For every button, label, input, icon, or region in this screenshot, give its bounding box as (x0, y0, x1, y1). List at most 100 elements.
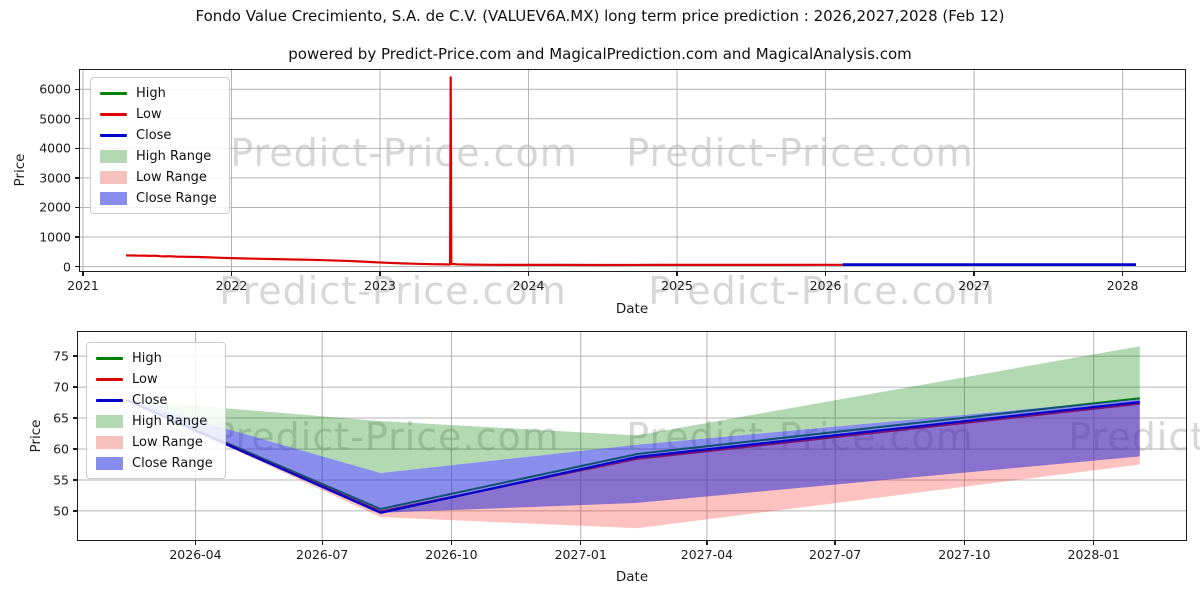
legend-entry-high-range: High Range (100, 148, 217, 164)
x-tick-label: 2027-01 (554, 547, 607, 562)
x-tick-mark (82, 272, 84, 276)
y-tick-mark (74, 118, 79, 120)
x-tick-label: 2023 (364, 278, 396, 293)
y-tick-label: 0 (63, 259, 71, 275)
legend-line-swatch-close-icon (96, 398, 123, 402)
legend-entry-low: Low (96, 371, 213, 387)
legend-patch-swatch-low-range-icon (96, 435, 123, 449)
x-tick-label: 2024 (512, 278, 545, 293)
legend-line-swatch-high-icon (100, 91, 127, 95)
x-tick-label: 2028-01 (1067, 547, 1120, 562)
y-axis-label-bottom: Price (28, 419, 44, 453)
legend-label-close: Close (136, 127, 172, 143)
legend-label-high-range: High Range (132, 413, 208, 429)
legend-entry-low: Low (100, 106, 217, 122)
y-tick-label: 55 (53, 472, 69, 488)
legend-label-high: High (136, 85, 166, 101)
legend-chart-2: High Low Close High Range Low Range Close Ran… (86, 342, 226, 479)
y-tick-mark (74, 265, 79, 268)
x-tick-mark (194, 541, 197, 545)
x-tick-label: 2022 (215, 278, 248, 293)
low-line (125, 76, 843, 267)
legend-chart-1: High Low Close High Range Low Range Close Ran… (90, 77, 230, 214)
legend-label-low: Low (132, 371, 158, 387)
legend-entry-high: High (96, 350, 213, 366)
y-axis-label-top: Price (12, 153, 28, 187)
legend-entry-low-range: Low Range (96, 434, 213, 450)
legend-patch-swatch-high-range-icon (100, 149, 127, 163)
x-tick-label: 2027-10 (938, 547, 991, 562)
x-axis-label-bottom: Date (615, 569, 649, 585)
legend-line-swatch-high-icon (96, 356, 123, 360)
y-tick-mark (72, 510, 77, 512)
y-tick-mark (74, 206, 79, 209)
x-axis-label-top: Date (615, 301, 649, 317)
watermark-text: Predict-Price.com (648, 269, 996, 313)
high-range-band (126, 346, 1140, 474)
y-tick-label: 70 (53, 379, 69, 395)
watermark-text: Predict-Price.com (230, 131, 578, 175)
y-tick-mark (74, 236, 79, 238)
y-tick-label: 6000 (39, 81, 71, 97)
y-tick-mark (72, 417, 77, 419)
x-tick-mark (527, 272, 530, 276)
plot-area-chart-1 (80, 70, 1185, 271)
legend-label-high: High (132, 350, 162, 366)
y-tick-label: 75 (53, 348, 69, 364)
y-tick-mark (74, 88, 79, 90)
legend-label-low: Low (136, 106, 162, 122)
close-line (126, 399, 1140, 514)
legend-patch-swatch-close-range-icon (100, 191, 127, 205)
x-tick-mark (1093, 541, 1095, 545)
x-tick-label: 2027 (958, 278, 990, 293)
legend-patch-swatch-close-range-icon (96, 456, 123, 470)
y-tick-mark (72, 448, 77, 450)
y-tick-label: 60 (53, 441, 69, 457)
x-tick-mark (230, 272, 233, 276)
legend-label-low-range: Low Range (136, 169, 207, 185)
legend-line-swatch-low-icon (100, 112, 127, 116)
y-tick-label: 4000 (39, 140, 71, 156)
legend-label-high-range: High Range (136, 148, 212, 164)
watermark-text: Predict-Price.com (626, 131, 974, 175)
y-tick-label: 5000 (39, 111, 71, 127)
legend-entry-close-range: Close Range (100, 190, 217, 206)
legend-label-close-range: Close Range (136, 190, 217, 206)
x-tick-label: 2025 (661, 278, 693, 293)
x-tick-label: 2021 (67, 278, 99, 293)
close-range-band (126, 398, 1140, 513)
legend-patch-swatch-low-range-icon (100, 170, 127, 184)
x-tick-mark (706, 541, 708, 545)
plot-area-chart-2 (78, 332, 1186, 540)
x-tick-mark (450, 541, 453, 545)
x-tick-mark (676, 272, 678, 276)
y-tick-label: 3000 (39, 170, 71, 186)
x-tick-mark (379, 272, 381, 276)
y-tick-mark (72, 355, 77, 357)
x-tick-mark (321, 541, 323, 545)
y-tick-mark (74, 177, 79, 179)
x-tick-mark (824, 272, 827, 276)
x-tick-label: 2026-10 (425, 547, 478, 562)
legend-line-swatch-low-icon (96, 377, 123, 381)
legend-entry-high-range: High Range (96, 413, 213, 429)
legend-entry-close: Close (96, 392, 213, 408)
page-title: Fondo Value Crecimiento, S.A. de C.V. (V… (195, 7, 1005, 25)
x-tick-label: 2028 (1106, 278, 1139, 293)
y-tick-label: 2000 (39, 199, 71, 215)
y-tick-mark (72, 479, 77, 481)
legend-label-low-range: Low Range (132, 434, 203, 450)
x-tick-label: 2027-04 (680, 547, 734, 562)
x-tick-label: 2026-04 (169, 547, 222, 562)
x-tick-label: 2026 (809, 278, 842, 293)
legend-label-close-range: Close Range (132, 455, 213, 471)
y-tick-label: 65 (53, 410, 69, 426)
y-tick-mark (74, 147, 79, 149)
legend-patch-swatch-high-range-icon (96, 414, 123, 428)
y-tick-label: 1000 (39, 229, 71, 245)
legend-entry-close: Close (100, 127, 217, 143)
x-tick-label: 2026-07 (296, 547, 349, 562)
legend-entry-high: High (100, 85, 217, 101)
x-tick-label: 2027-07 (809, 547, 862, 562)
